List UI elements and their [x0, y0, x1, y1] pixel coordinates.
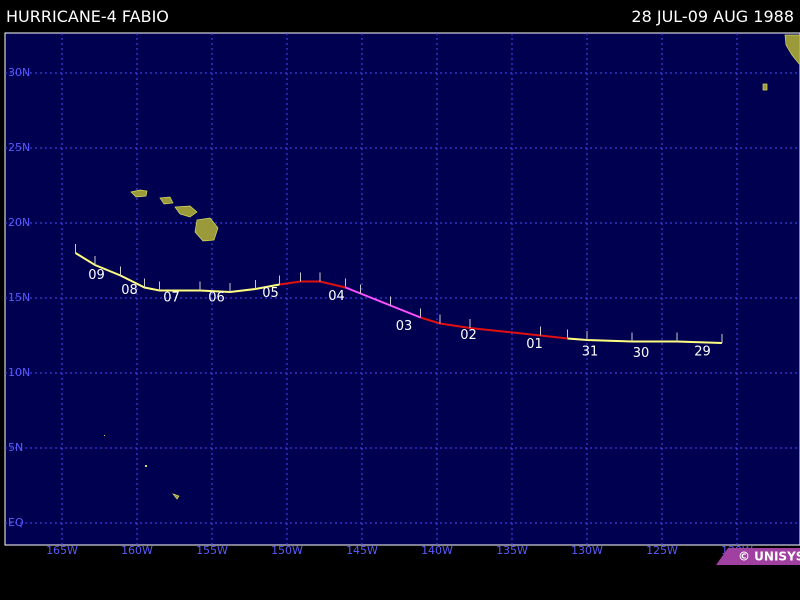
oahu: [159, 196, 174, 205]
islet: [104, 435, 105, 436]
mainland: [784, 34, 800, 66]
day-label: 01: [526, 337, 543, 352]
day-label: 09: [88, 268, 105, 283]
credit: © UNISYS: [738, 550, 800, 564]
kauai: [130, 189, 148, 198]
day-label: 04: [328, 289, 345, 304]
day-label: 08: [121, 283, 138, 298]
lat-label: EQ: [8, 516, 24, 529]
islet: [762, 83, 768, 91]
lon-label: 125W: [646, 544, 678, 557]
track-segment: [279, 280, 346, 289]
day-label: 05: [262, 286, 279, 301]
credit-badge: [716, 548, 800, 565]
lon-label: 135W: [496, 544, 528, 557]
track-segment: [345, 286, 421, 319]
day-label: 06: [208, 291, 225, 306]
day-label: 30: [633, 346, 650, 361]
day-label: 03: [396, 319, 413, 334]
lat-label: 15N: [8, 291, 30, 304]
lon-label: 130W: [571, 544, 603, 557]
lat-label: 20N: [8, 216, 30, 229]
day-label: 02: [460, 328, 477, 343]
day-label: 31: [582, 345, 599, 360]
maui: [174, 205, 198, 218]
lat-label: 5N: [8, 441, 23, 454]
lon-label: 155W: [196, 544, 228, 557]
big-island: [194, 217, 219, 242]
lon-label: 140W: [421, 544, 453, 557]
islands: [104, 34, 800, 500]
lon-label: 160W: [121, 544, 153, 557]
day-label: 29: [694, 345, 711, 360]
day-label: 07: [163, 291, 180, 306]
day-labels: 29 30 31 01 02 03 04 05 06 07 08 09: [88, 268, 711, 361]
lon-label: 150W: [271, 544, 303, 557]
lat-label: 10N: [8, 366, 30, 379]
islet: [145, 465, 147, 467]
dates: 28 JUL-09 AUG 1988: [631, 7, 794, 26]
lon-label: 145W: [346, 544, 378, 557]
title: HURRICANE-4 FABIO: [6, 7, 169, 26]
lon-label: 165W: [46, 544, 78, 557]
islet: [171, 493, 180, 500]
lat-label: 30N: [8, 66, 30, 79]
track: [74, 244, 723, 344]
lat-label: 25N: [8, 141, 30, 154]
grid: 30N 25N 20N 15N 10N 5N EQ 165W 160W 155W 150W 145W 1…: [5, 33, 800, 557]
